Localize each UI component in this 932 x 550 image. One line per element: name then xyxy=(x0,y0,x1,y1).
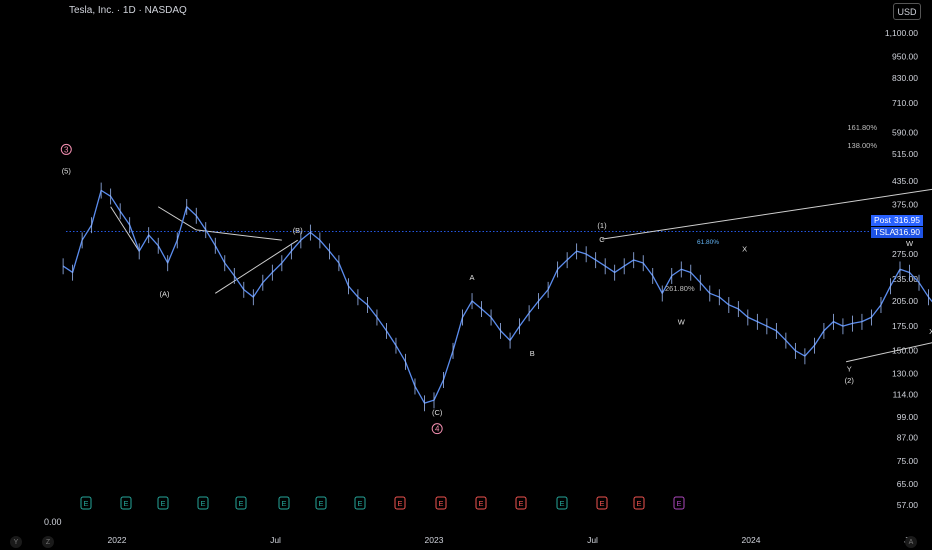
y-tick-label: 65.00 xyxy=(897,479,919,489)
fib-level-label: 61.80% xyxy=(697,239,719,246)
earnings-marker-label: E xyxy=(123,499,128,508)
y-tick-label: 275.00 xyxy=(892,249,918,259)
y-tick-label: 375.00 xyxy=(892,200,918,210)
fib-level-label: 138.00% xyxy=(847,141,877,150)
earnings-marker-label: E xyxy=(636,499,641,508)
channel-lower-line xyxy=(845,342,932,363)
earnings-marker-label: E xyxy=(83,499,88,508)
earnings-marker xyxy=(120,496,132,510)
earnings-marker xyxy=(515,496,527,510)
earnings-marker-label: E xyxy=(160,499,165,508)
triangle-line xyxy=(110,206,140,252)
wave-label: (B) xyxy=(293,226,304,235)
wave-label: A xyxy=(470,273,475,282)
post-label: Post xyxy=(874,215,892,225)
x-tick-label: Jul xyxy=(270,535,281,545)
triangle-line xyxy=(157,206,197,231)
wave-circle xyxy=(431,423,443,435)
y-tick-label: 515.00 xyxy=(892,149,918,159)
earnings-marker xyxy=(197,496,209,510)
zoom-icon[interactable]: Z xyxy=(42,536,54,548)
earnings-marker-label: E xyxy=(478,499,483,508)
wave-label: X xyxy=(929,327,932,336)
y-tick-label: 99.00 xyxy=(897,412,919,422)
earnings-marker-label: E xyxy=(438,499,443,508)
wave-label: X xyxy=(742,244,747,253)
symbol-title: Tesla, Inc. · 1D · NASDAQ xyxy=(69,5,187,16)
channel-upper-line xyxy=(601,188,932,240)
wave-label: B xyxy=(530,349,535,358)
earnings-marker xyxy=(475,496,487,510)
earnings-marker-label: E xyxy=(397,499,402,508)
fib-level-label: 261.80% xyxy=(665,284,695,293)
x-tick-label: 2022 xyxy=(108,535,127,545)
earnings-marker xyxy=(633,496,645,510)
earnings-marker xyxy=(435,496,447,510)
last-price-label: TSLA 316.90 xyxy=(871,227,923,238)
earnings-marker xyxy=(354,496,366,510)
wave-label: (2) xyxy=(845,376,855,385)
auto-scale-icon[interactable]: A xyxy=(905,536,917,548)
x-tick-label: 2023 xyxy=(425,535,444,545)
triangle-line xyxy=(214,239,298,294)
y-tick-label: 175.00 xyxy=(892,321,918,331)
earnings-marker xyxy=(80,496,92,510)
earnings-marker-label: E xyxy=(559,499,564,508)
earnings-marker-label: E xyxy=(281,499,286,508)
earnings-marker-label: E xyxy=(357,499,362,508)
earnings-marker xyxy=(556,496,568,510)
wave-label: W xyxy=(678,318,686,327)
earnings-marker-label: E xyxy=(518,499,523,508)
earnings-marker xyxy=(278,496,290,510)
wave-label: W xyxy=(906,239,914,248)
wave-label: Y xyxy=(847,365,852,374)
y-tick-label: 205.00 xyxy=(892,296,918,306)
post-price-label: Post 316.95 xyxy=(871,215,923,226)
y-tick-label: 830.00 xyxy=(892,73,918,83)
y-tick-label: 87.00 xyxy=(897,433,919,443)
symbol-value: 316.90 xyxy=(894,227,920,237)
earnings-marker xyxy=(394,496,406,510)
y-tick-label: 1,100.00 xyxy=(885,28,918,38)
wave-label: (C) xyxy=(432,408,443,417)
earnings-marker xyxy=(596,496,608,510)
x-tick-label: Jul xyxy=(587,535,598,545)
earnings-marker-label: E xyxy=(318,499,323,508)
earnings-marker xyxy=(157,496,169,510)
fib-level-label: 161.80% xyxy=(847,123,877,132)
y-tick-label: 114.00 xyxy=(893,389,919,399)
y-tick-label: 57.00 xyxy=(897,500,919,510)
wave-label: (1) xyxy=(597,221,607,230)
y-tick-label: 590.00 xyxy=(892,127,918,137)
earnings-marker-label: E xyxy=(200,499,205,508)
y-tick-label: 75.00 xyxy=(897,456,919,466)
symbol-label: TSLA xyxy=(874,227,896,237)
price-series-line xyxy=(62,189,932,404)
wave-label: (5) xyxy=(62,166,72,175)
wave-label-major: 3 xyxy=(64,145,69,154)
wave-circle xyxy=(60,143,72,155)
wave-label: C xyxy=(599,235,605,244)
earnings-marker-label: E xyxy=(676,499,681,508)
earnings-marker xyxy=(673,496,685,510)
earnings-marker xyxy=(235,496,247,510)
y-tick-label: 435.00 xyxy=(892,176,918,186)
indicator-zero-value: 0.00 xyxy=(44,517,62,527)
earnings-marker-label: E xyxy=(599,499,604,508)
post-value: 316.95 xyxy=(894,215,920,225)
wave-label: (A) xyxy=(160,289,171,298)
wave-label-major: 4 xyxy=(435,425,440,434)
timezone-icon[interactable]: Y xyxy=(10,536,22,548)
y-tick-label: 150.00 xyxy=(892,346,918,356)
y-tick-label: 130.00 xyxy=(892,369,918,379)
earnings-marker xyxy=(315,496,327,510)
y-tick-label: 710.00 xyxy=(892,98,918,108)
triangle-line xyxy=(196,229,282,241)
currency-button[interactable]: USD xyxy=(893,3,921,20)
earnings-marker-label: E xyxy=(238,499,243,508)
y-tick-label: 235.00 xyxy=(892,274,918,284)
x-tick-label: 2024 xyxy=(742,535,761,545)
y-tick-label: 950.00 xyxy=(892,51,918,61)
